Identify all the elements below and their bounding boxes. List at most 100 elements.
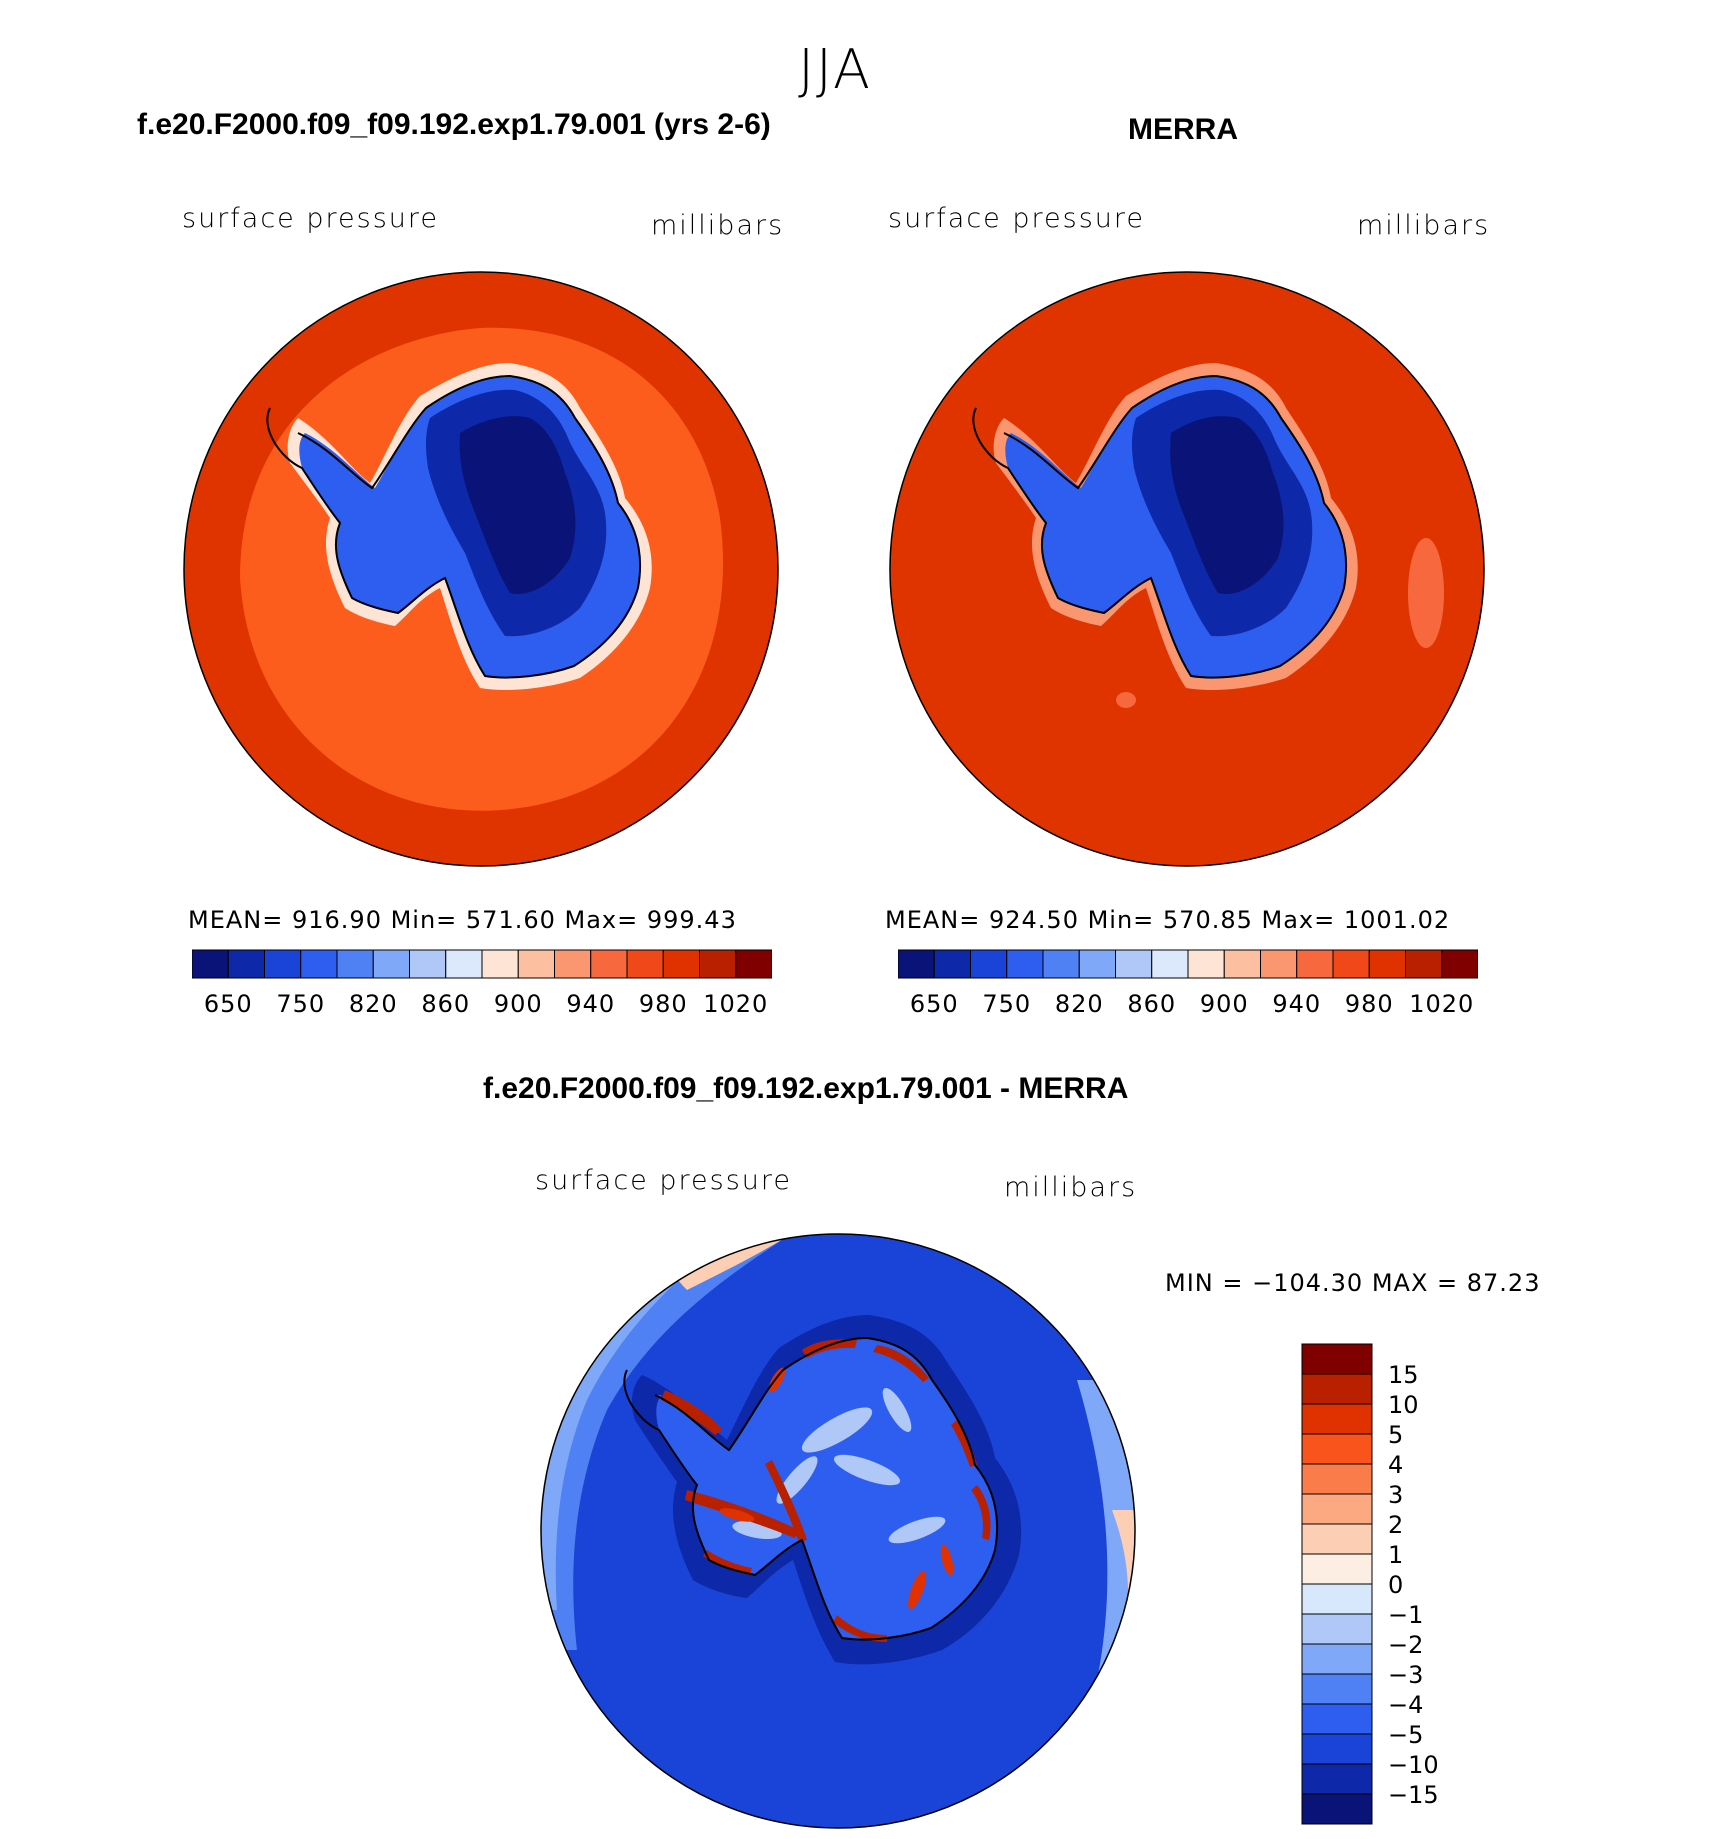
- panel3-colorbar-box: [1301, 1733, 1373, 1765]
- panel1-colorbar-box: [336, 949, 374, 979]
- panel3-colorbar-box: [1301, 1343, 1373, 1375]
- panel1-colorbar-box: [554, 949, 592, 979]
- panel2-map-border: [889, 271, 1485, 867]
- panel3-colorbar-tick-label: 1: [1388, 1541, 1403, 1569]
- panel2-colorbar-box: [1223, 949, 1261, 979]
- panel1-variable-label: surface pressure: [182, 203, 439, 234]
- panel1-colorbar-tick-label: 820: [348, 990, 398, 1018]
- panel1-colorbar-box: [264, 949, 302, 979]
- panel1-colorbar-box: [227, 949, 265, 979]
- panel3-colorbar-box: [1301, 1493, 1373, 1525]
- panel3-colorbar-tick-label: −2: [1388, 1631, 1423, 1659]
- panel2-title: MERRA: [1128, 113, 1238, 146]
- panel2-stats: MEAN= 924.50 Min= 570.85 Max= 1001.02: [885, 906, 1451, 934]
- panel3-colorbar-tick-label: −5: [1388, 1721, 1423, 1749]
- panel3-coastline: [623, 1336, 999, 1641]
- panel2-colorbar-tick-label: 900: [1199, 990, 1249, 1018]
- panel1-colorbar-box: [409, 949, 447, 979]
- panel2-colorbar-box: [1187, 949, 1225, 979]
- panel2-colorbar-box: [1151, 949, 1189, 979]
- panel3-colorbar-tick-label: 4: [1388, 1451, 1403, 1479]
- panel2-colorbar-labels: 650 750 820 860 900 940 980 1020: [898, 990, 1478, 1022]
- panel2-colorbar-box: [1441, 949, 1478, 979]
- panel1-map-border: [183, 271, 779, 867]
- panel2-colorbar-box: [1042, 949, 1080, 979]
- panel1-colorbar-tick-label: 1020: [703, 990, 769, 1018]
- panel1-map: [183, 271, 779, 867]
- panel2-colorbar-tick-label: 980: [1344, 990, 1394, 1018]
- panel3-colorbar-tick-label: −4: [1388, 1691, 1423, 1719]
- panel1-colorbar-box: [699, 949, 737, 979]
- panel1-colorbar-box: [445, 949, 483, 979]
- panel2-coastline: [972, 374, 1348, 679]
- panel1-colorbar-tick-label: 750: [276, 990, 326, 1018]
- panel1-stats: MEAN= 916.90 Min= 571.60 Max= 999.43: [188, 906, 737, 934]
- panel2-ocean-patch: [1408, 538, 1444, 648]
- panel3-colorbar-box: [1301, 1433, 1373, 1465]
- panel3-colorbar-tick-label: 5: [1388, 1421, 1403, 1449]
- panel3-variable-label: surface pressure: [535, 1165, 792, 1196]
- panel1-plateau-core: [459, 416, 576, 594]
- panel3-colorbar-tick-label: −3: [1388, 1661, 1423, 1689]
- panel1-coastline: [266, 374, 642, 679]
- panel3-red-streaks: [661, 1339, 991, 1642]
- panel2-plateau-core: [1170, 416, 1284, 594]
- panel3-colorbar-box: [1301, 1643, 1373, 1675]
- panel3-colorbar-box: [1301, 1763, 1373, 1795]
- panel1-colorbar-tick-label: 940: [566, 990, 616, 1018]
- panel3-orange-streaks: [719, 1367, 954, 1609]
- panel3-colorbar-box: [1301, 1793, 1373, 1825]
- panel3-colorbar-tick-label: 0: [1388, 1571, 1403, 1599]
- panel3-colorbar-box: [1301, 1553, 1373, 1585]
- panel1-colorbar-tick-label: 900: [493, 990, 543, 1018]
- panel2-colorbar-box: [970, 949, 1008, 979]
- panel1-colorbar-box: [481, 949, 519, 979]
- panel3-colorbar-tick-label: 15: [1388, 1361, 1419, 1389]
- panel2-colorbar-box: [1368, 949, 1406, 979]
- panel1-colorbar-box: [372, 949, 410, 979]
- panel2-colorbar-tick-label: 820: [1054, 990, 1104, 1018]
- panel3-title: f.e20.F2000.f09_f09.192.exp1.79.001 - ME…: [483, 1072, 1129, 1105]
- panel3-colorbar-box: [1301, 1703, 1373, 1735]
- panel3-colorbar-box: [1301, 1673, 1373, 1705]
- panel3-colorbar-tick-label: 10: [1388, 1391, 1419, 1419]
- panel3-continent: [655, 1338, 998, 1640]
- panel3-minmax: MIN = −104.30 MAX = 87.23: [1165, 1269, 1541, 1297]
- panel2-colorbar-tick-label: 860: [1127, 990, 1177, 1018]
- panel3-colorbar-tick-label: −1: [1388, 1601, 1423, 1629]
- panel1-colorbar-box: [662, 949, 700, 979]
- panel2-variable-label: surface pressure: [888, 203, 1145, 234]
- panel1-colorbar-labels: 650 750 820 860 900 940 980 1020: [192, 990, 772, 1022]
- panel1-colorbar-box: [300, 949, 338, 979]
- panel3-colorbar-box: [1301, 1403, 1373, 1435]
- panel2-units-label: millibars: [1357, 210, 1491, 241]
- panel3-colorbar-box: [1301, 1613, 1373, 1645]
- panel2-colorbar-tick-label: 1020: [1409, 990, 1475, 1018]
- panel3-colorbar-tick-label: −15: [1388, 1781, 1439, 1809]
- panel1-units-label: millibars: [651, 210, 785, 241]
- panel1-colorbar-box: [626, 949, 664, 979]
- panel2-colorbar-box: [1296, 949, 1334, 979]
- panel3-map: [540, 1233, 1136, 1829]
- panel3-units-label: millibars: [1004, 1172, 1138, 1203]
- panel1-colorbar-tick-label: 860: [421, 990, 471, 1018]
- panel2-colorbar-box: [1115, 949, 1153, 979]
- panel1-colorbar-box: [590, 949, 628, 979]
- panel3-colorbar-tick-label: −10: [1388, 1751, 1439, 1779]
- panel2-colorbar-tick-label: 940: [1272, 990, 1322, 1018]
- panel3-colorbar-tick-label: 3: [1388, 1481, 1403, 1509]
- panel1-colorbar: [192, 949, 772, 979]
- panel2-map: [889, 271, 1485, 867]
- panel2-colorbar-tick-label: 650: [909, 990, 959, 1018]
- panel2-colorbar-box: [1405, 949, 1443, 979]
- panel1-colorbar-tick-label: 650: [203, 990, 253, 1018]
- figure-title: JJA: [798, 38, 872, 101]
- panel3-colorbar-box: [1301, 1583, 1373, 1615]
- panel2-colorbar-box: [1260, 949, 1298, 979]
- panel1-colorbar-box: [192, 949, 229, 979]
- panel3-colorbar-box: [1301, 1463, 1373, 1495]
- panel2-colorbar-box: [933, 949, 971, 979]
- panel1-colorbar-box: [735, 949, 772, 979]
- panel3-map-border: [540, 1233, 1136, 1829]
